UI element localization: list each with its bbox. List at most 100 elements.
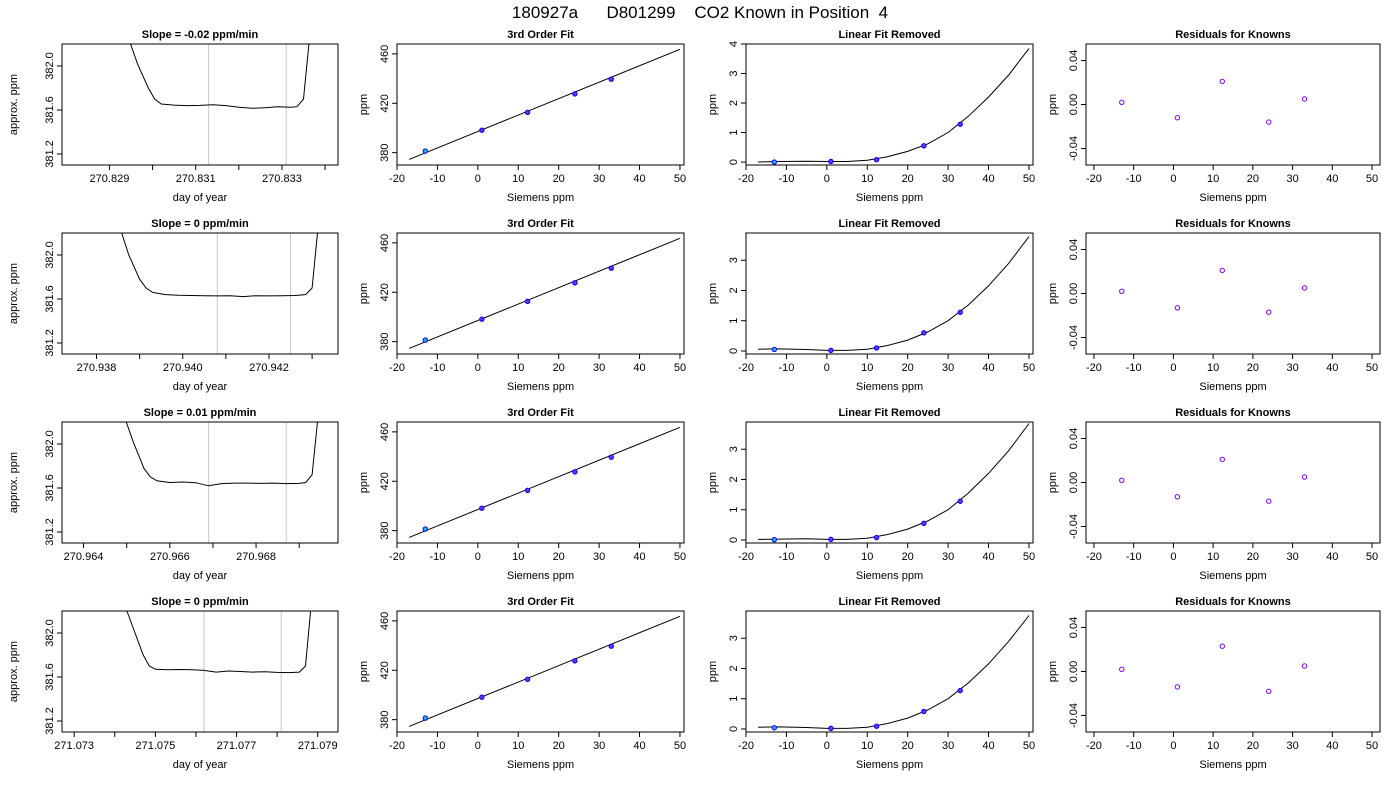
y-tick-label: 0.04: [1068, 617, 1080, 638]
x-tick-label: 50: [1023, 173, 1035, 185]
panel-title: 3rd Order Fit: [507, 407, 574, 419]
y-tick-label: -0.04: [1068, 703, 1080, 728]
x-tick-label: 0: [1170, 173, 1176, 185]
x-tick-label: 0: [1170, 740, 1176, 752]
x-tick-label: 10: [1207, 362, 1219, 374]
y-tick-label: 380: [379, 710, 391, 728]
x-tick-label: 30: [1286, 362, 1298, 374]
data-point: [1174, 494, 1181, 500]
concentration-trace: [121, 233, 319, 298]
data-point: [873, 534, 880, 541]
x-tick-label: 0: [824, 551, 830, 563]
y-tick-label: 381.6: [44, 96, 56, 124]
x-tick-label: 20: [553, 173, 565, 185]
y-axis-label: ppm: [707, 472, 719, 493]
x-tick-label: 20: [553, 740, 565, 752]
x-axis-label: Siemens ppm: [856, 381, 923, 393]
x-tick-label: -10: [778, 173, 794, 185]
plot-frame: [61, 43, 339, 166]
data-point: [479, 505, 485, 511]
x-tick-label: 20: [902, 740, 914, 752]
panel-title: Linear Fit Removed: [838, 596, 940, 608]
panel-r1c1: 3rd Order Fit -20 -10 0 10 20 30 40 50 380 420 460 S…: [358, 218, 686, 393]
y-tick-label: 420: [379, 94, 391, 112]
x-axis-label: day of year: [173, 381, 228, 393]
y-tick-label: 0: [728, 726, 740, 732]
concentration-trace: [125, 422, 318, 487]
y-tick-label: 381.6: [44, 663, 56, 691]
data-point: [873, 723, 880, 729]
data-point: [422, 715, 428, 721]
data-point: [422, 337, 428, 343]
data-point: [1266, 309, 1272, 315]
x-tick-label: 20: [553, 551, 565, 563]
x-tick-label: 10: [861, 362, 873, 374]
panel-r2c2: Linear Fit Removed -20 -10 0 10 20 30 40 50 0 1 2 3 S…: [707, 407, 1035, 582]
x-tick-label: -20: [738, 551, 754, 563]
x-tick-label: -20: [389, 362, 405, 374]
y-axis-label: approx. ppm: [8, 641, 20, 702]
y-tick-label: 3: [728, 635, 740, 641]
x-tick-label: 270.829: [90, 173, 130, 185]
data-point: [1219, 267, 1225, 274]
plot-area: [758, 48, 1030, 165]
y-axis-label: ppm: [1047, 661, 1059, 682]
plot-frame: [745, 610, 1034, 733]
data-point: [479, 316, 485, 322]
y-axis-label: ppm: [707, 661, 719, 682]
y-tick-label: 380: [379, 143, 391, 161]
panel-r0c0: Slope = -0.02 ppm/min 270.829 270.831 270.8…: [8, 29, 339, 204]
x-tick-label: 270.968: [236, 551, 276, 563]
x-tick-label: 30: [1286, 740, 1298, 752]
data-point: [479, 694, 485, 700]
x-axis-label: Siemens ppm: [1199, 570, 1266, 582]
y-tick-label: 0.00: [1068, 661, 1080, 682]
plot-frame: [745, 232, 1034, 355]
data-point: [1301, 285, 1308, 291]
panel-title: Residuals for Knowns: [1175, 218, 1291, 230]
fit-curve: [758, 615, 1030, 729]
concentration-trace: [130, 44, 310, 109]
panel-r0c1: 3rd Order Fit -20 -10 0 10 20 30 40 50 380 420 460 S…: [358, 29, 686, 204]
data-point: [608, 643, 614, 649]
x-tick-label: -20: [1086, 173, 1102, 185]
plot-area: [408, 237, 681, 349]
y-tick-label: 0: [728, 537, 740, 543]
data-point: [1266, 688, 1272, 694]
data-point: [1119, 288, 1125, 294]
plot-frame: [1085, 43, 1381, 166]
data-point: [608, 265, 614, 271]
panel-r2c0: Slope = 0.01 ppm/min 270.964 270.966 270.96…: [8, 407, 339, 582]
data-point: [771, 536, 777, 543]
x-tick-label: 10: [1207, 173, 1219, 185]
y-tick-label: 382.0: [44, 430, 56, 458]
panel-title: Residuals for Knowns: [1175, 29, 1291, 41]
plot-frame: [745, 421, 1034, 544]
fit-line: [408, 237, 681, 349]
data-point: [422, 148, 428, 154]
y-tick-label: 1: [728, 696, 740, 702]
y-tick-label: 460: [379, 612, 391, 630]
x-axis-label: Siemens ppm: [856, 192, 923, 204]
x-tick-label: 40: [633, 551, 645, 563]
x-axis-label: Siemens ppm: [507, 759, 574, 771]
x-tick-label: 270.966: [150, 551, 190, 563]
panel-title: 3rd Order Fit: [507, 29, 574, 41]
data-point: [771, 346, 777, 353]
fit-line: [408, 48, 681, 160]
x-axis-label: Siemens ppm: [856, 759, 923, 771]
panel-title: Residuals for Knowns: [1175, 407, 1291, 419]
x-tick-label: 10: [1207, 551, 1219, 563]
panel-r2c3: Residuals for Knowns -20 -10 0 10 20 30 40 50 -0.…: [1047, 407, 1381, 582]
y-axis-label: approx. ppm: [8, 74, 20, 135]
panel-title: Slope = 0.01 ppm/min: [144, 407, 257, 419]
x-tick-label: 10: [512, 173, 524, 185]
x-tick-label: 0: [475, 173, 481, 185]
y-tick-label: 420: [379, 661, 391, 679]
x-tick-label: 10: [861, 551, 873, 563]
data-point: [1266, 498, 1272, 504]
plot-area: [126, 611, 312, 674]
plot-frame: [1085, 232, 1381, 355]
data-point: [1219, 78, 1225, 85]
x-tick-label: 271.079: [298, 740, 338, 752]
